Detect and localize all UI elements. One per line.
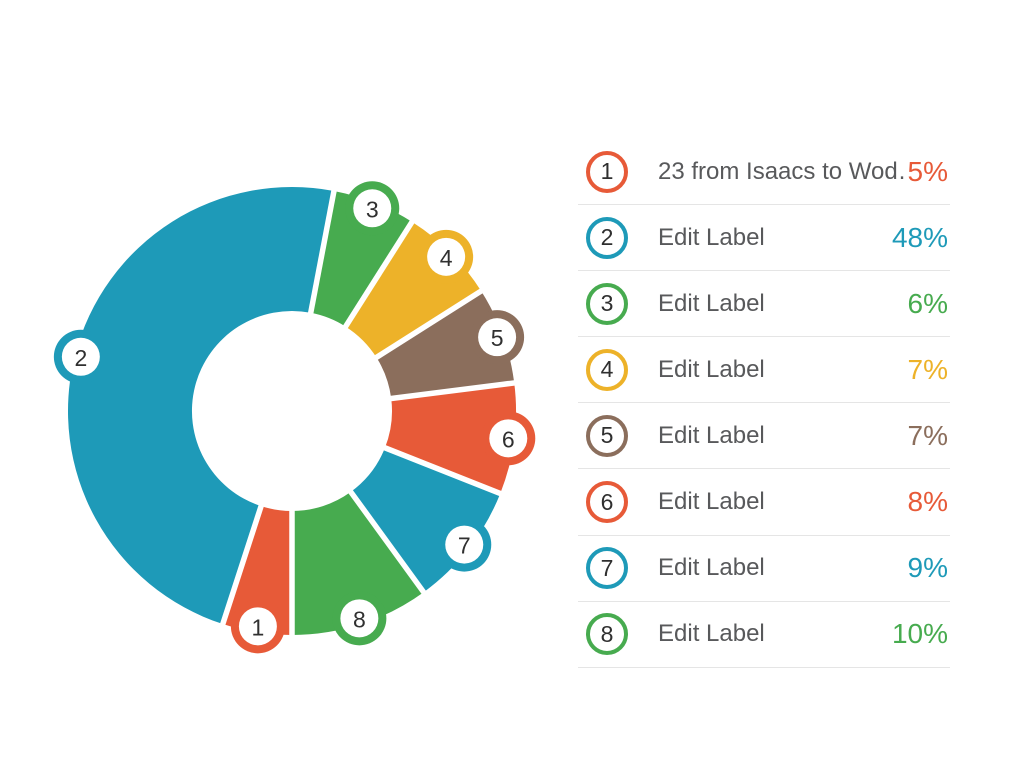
badge-number: 3 <box>366 196 379 222</box>
legend-percent-5: 7% <box>907 419 948 451</box>
badge-number: 2 <box>74 345 87 371</box>
legend-row-3[interactable]: 3 Edit Label 6% <box>578 271 950 338</box>
legend-percent-7: 9% <box>907 552 948 584</box>
segment-badge-2[interactable]: 2 <box>53 329 108 384</box>
segment-gap <box>218 497 267 631</box>
legend-label-8[interactable]: Edit Label <box>658 620 765 648</box>
badge-number: 4 <box>440 245 453 271</box>
segment-gap <box>306 184 338 322</box>
legend-badge-3[interactable]: 3 <box>586 282 628 325</box>
legend-row-2[interactable]: 2 Edit Label 48% <box>578 205 950 272</box>
badge-face <box>238 607 277 646</box>
badge-number: 6 <box>502 426 515 452</box>
legend-badge-5[interactable]: 5 <box>586 414 628 457</box>
legend-percent-1: 5% <box>907 155 948 187</box>
badge-number: 5 <box>491 325 504 351</box>
legend-badge-6[interactable]: 6 <box>586 481 628 524</box>
legend-label-6[interactable]: Edit Label <box>658 488 765 516</box>
legend-label-5[interactable]: Edit Label <box>658 421 765 449</box>
legend-percent-8: 10% <box>891 618 948 650</box>
badge-number: 8 <box>353 606 366 632</box>
legend-row-6[interactable]: 6 Edit Label 8% <box>578 469 950 536</box>
segment-badge-4[interactable]: 4 <box>419 229 474 284</box>
donut-segment-8[interactable] <box>292 491 424 635</box>
legend-badge-8[interactable]: 8 <box>586 613 628 656</box>
segment-gap <box>382 379 521 403</box>
donut-segment-6[interactable] <box>384 382 516 494</box>
legend-label-1[interactable]: 23 from Isaacs to Wod… <box>658 157 908 185</box>
legend-percent-3: 6% <box>907 287 948 319</box>
segment-badge-1[interactable]: 1 <box>230 599 285 654</box>
segment-badge-3[interactable]: 3 <box>345 181 400 236</box>
legend-percent-4: 7% <box>907 353 948 385</box>
legend-row-8[interactable]: 8 Edit Label 10% <box>578 602 950 668</box>
legend-badge-1[interactable]: 1 <box>586 150 628 193</box>
legend-badge-4[interactable]: 4 <box>586 348 628 391</box>
legend-label-4[interactable]: Edit Label <box>658 355 765 383</box>
legend-label-2[interactable]: Edit Label <box>658 223 765 251</box>
legend-row-4[interactable]: 4 Edit Label 7% <box>578 337 950 404</box>
segment-badge-5[interactable]: 5 <box>470 310 525 365</box>
badge-face <box>478 318 517 357</box>
legend-label-7[interactable]: Edit Label <box>658 554 765 582</box>
legend-percent-2: 48% <box>891 221 948 253</box>
segment-badge-7[interactable]: 7 <box>437 517 492 572</box>
legend-label-3[interactable]: Edit Label <box>658 289 765 317</box>
badge-face <box>445 525 484 564</box>
segment-badge-8[interactable]: 8 <box>332 591 387 646</box>
badge-face <box>340 599 379 638</box>
legend-badge-2[interactable]: 2 <box>586 216 628 259</box>
donut-segment-1[interactable] <box>222 506 292 635</box>
legend: 1 23 from Isaacs to Wod… 5% 2 Edit Label… <box>578 139 950 668</box>
badge-number: 1 <box>252 614 265 640</box>
legend-row-5[interactable]: 5 Edit Label 7% <box>578 403 950 470</box>
segment-gap <box>338 215 418 335</box>
badge-face <box>427 237 466 276</box>
donut-segment-2[interactable] <box>67 187 334 625</box>
legend-row-1[interactable]: 1 23 from Isaacs to Wod… 5% <box>578 139 950 206</box>
legend-percent-6: 8% <box>907 486 948 518</box>
donut-segment-7[interactable] <box>350 447 501 593</box>
segment-gap <box>343 483 430 599</box>
legend-row-7[interactable]: 7 Edit Label 9% <box>578 536 950 602</box>
legend-badge-7[interactable]: 7 <box>586 547 628 590</box>
segment-badge-6[interactable]: 6 <box>481 411 536 466</box>
badge-number: 7 <box>458 533 471 559</box>
badge-face <box>489 419 528 458</box>
segment-gap <box>368 285 488 365</box>
badge-face <box>61 337 100 376</box>
segment-gap <box>376 442 507 499</box>
badge-face <box>353 189 392 228</box>
